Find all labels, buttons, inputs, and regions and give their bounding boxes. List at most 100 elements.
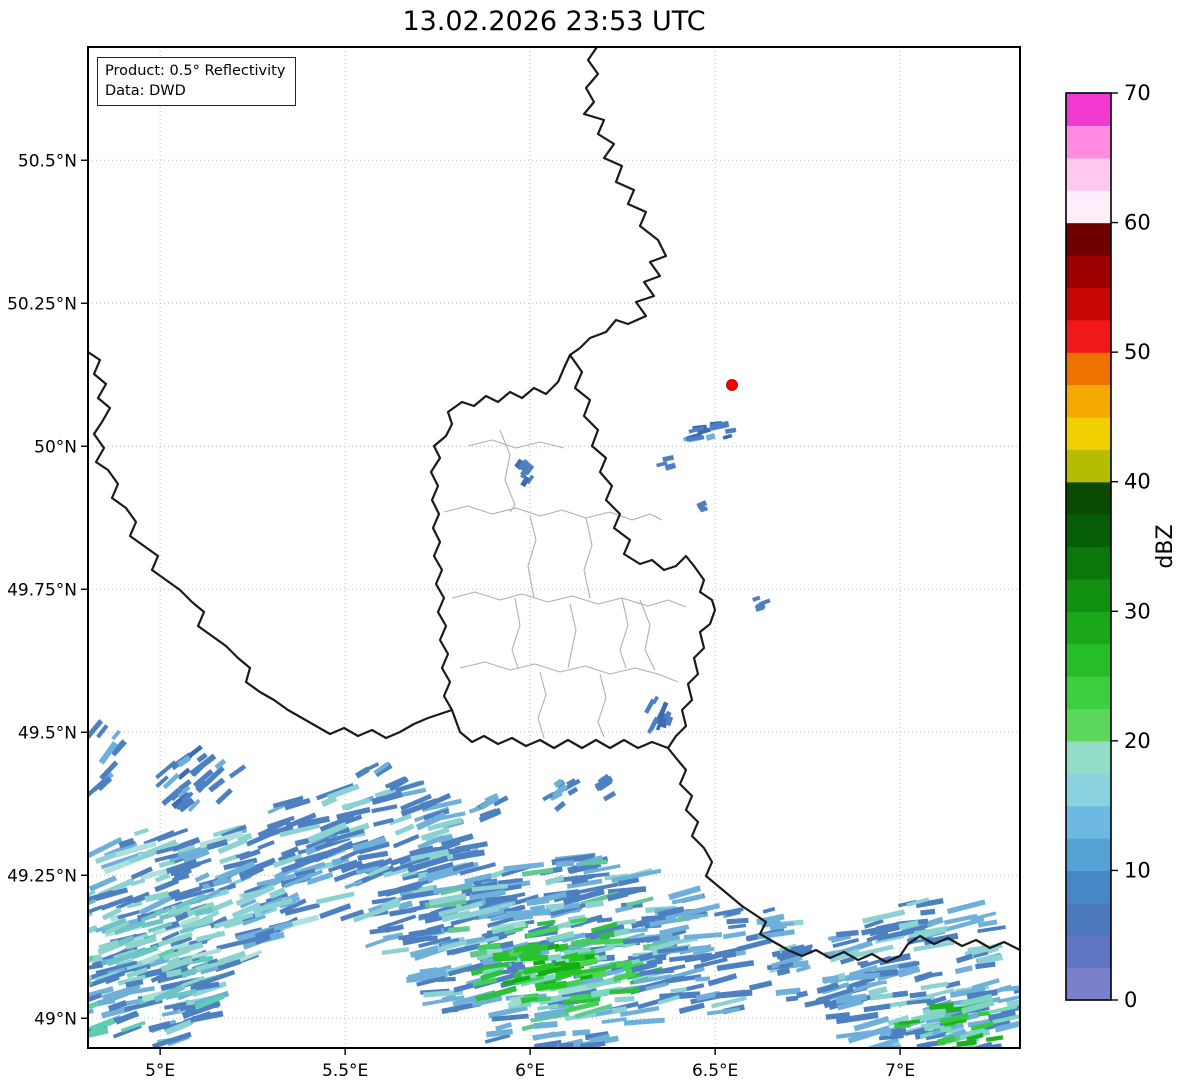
- radar-echo-streak: [130, 944, 159, 960]
- colorbar-segment: [1066, 449, 1111, 483]
- colorbar-axis-label: dBZ: [1153, 524, 1178, 568]
- y-tick-label: 49°N: [34, 1009, 77, 1029]
- colorbar-tick-label: 0: [1124, 988, 1137, 1012]
- radar-echo-streak: [192, 969, 236, 989]
- radar-echo-streak: [164, 920, 180, 931]
- radar-echo-streak: [553, 943, 569, 953]
- radar-echo-streak: [967, 1019, 992, 1028]
- radar-echo-streak: [870, 1042, 894, 1048]
- radar-echo-streak: [498, 878, 523, 885]
- radar-echo-streak: [940, 1026, 952, 1033]
- colorbar-segment: [1066, 157, 1111, 191]
- admin-border: [585, 511, 663, 521]
- radar-echo-streak: [485, 1028, 513, 1038]
- radar-echo-streak: [816, 982, 840, 994]
- radar-echo-streak: [178, 779, 192, 792]
- radar-echo-streak: [452, 861, 475, 872]
- radar-echo-streak: [822, 975, 839, 984]
- radar-echo-streak: [696, 500, 708, 509]
- radar-echo-streak: [125, 985, 155, 996]
- radar-echo-region-central-bright-green: [481, 941, 607, 992]
- radar-echo-streak: [233, 949, 263, 965]
- radar-echo-region-east-extension: [622, 885, 813, 1016]
- radar-echo-streak: [520, 973, 556, 987]
- country-border-luxembourg: [429, 353, 717, 750]
- radar-echo-streak: [493, 956, 518, 962]
- radar-echo-streak: [170, 935, 193, 948]
- radar-echo-streak: [706, 1007, 741, 1016]
- radar-echo-streak: [141, 839, 178, 858]
- radar-echo-streak: [167, 905, 191, 916]
- radar-echo-streak: [836, 998, 864, 1011]
- radar-echo-streak: [598, 931, 615, 940]
- radar-echo-streak: [357, 850, 389, 861]
- radar-echo-streak: [429, 850, 450, 861]
- radar-echo-streak: [447, 849, 485, 862]
- radar-echo-streak: [152, 1031, 192, 1048]
- radar-echo-streak: [548, 930, 575, 943]
- radar-echo-streak: [325, 828, 365, 844]
- radar-echo-streak: [223, 918, 244, 929]
- radar-echo-streak: [284, 797, 311, 811]
- radar-echo-streak: [562, 888, 605, 906]
- radar-echo-streak: [231, 901, 262, 919]
- radar-echo-streak: [107, 1000, 128, 1012]
- radar-echo-streak: [514, 458, 523, 468]
- radar-echo-streak: [728, 923, 747, 930]
- radar-echo-streak: [99, 760, 119, 781]
- radar-echo-streak: [214, 758, 227, 770]
- radar-echo-streak: [219, 854, 239, 865]
- radar-echo-streak: [130, 866, 153, 880]
- radar-echo-streak: [373, 761, 390, 775]
- admin-border: [639, 599, 656, 671]
- radar-echo-streak: [602, 790, 617, 802]
- radar-echo-streak: [729, 962, 743, 969]
- radar-echo-streak: [558, 1042, 574, 1048]
- radar-echo-streak: [514, 974, 545, 986]
- radar-echo-streak: [631, 961, 658, 973]
- radar-site-marker: [726, 379, 738, 391]
- data-source-line: Data: DWD: [105, 83, 186, 99]
- radar-echo-streak: [252, 897, 293, 914]
- radar-echo-streak: [280, 846, 300, 858]
- radar-echo-streak: [796, 990, 809, 999]
- colorbar-segment: [1066, 935, 1111, 969]
- radar-echo-region-central-left-band: [257, 780, 474, 887]
- radar-echo-streak: [456, 881, 474, 890]
- radar-echo-streak: [699, 506, 709, 513]
- radar-echo-streak: [683, 932, 723, 940]
- radar-echo-streak: [656, 461, 668, 468]
- radar-echo-streak: [722, 433, 733, 440]
- radar-echo-streak: [100, 851, 144, 870]
- radar-echo-streak: [394, 823, 415, 836]
- radar-echo-streak: [314, 840, 354, 863]
- radar-echo-streak: [453, 982, 475, 993]
- radar-echo-streak: [155, 760, 177, 780]
- radar-echo-streak: [761, 920, 781, 929]
- radar-echo-streak: [584, 1031, 609, 1041]
- y-tick-label: 49.75°N: [7, 580, 77, 600]
- radar-echo-streak: [88, 991, 91, 1005]
- radar-echo-region-patch-small-2: [542, 778, 581, 812]
- radar-echo-streak: [388, 776, 409, 792]
- radar-echo-streak: [876, 928, 915, 941]
- radar-echo-streak: [949, 986, 986, 998]
- radar-echo-streak: [721, 950, 737, 959]
- radar-echo-streak: [864, 918, 884, 929]
- radar-echo-streak: [340, 860, 364, 874]
- radar-echo-streak: [491, 1013, 529, 1022]
- radar-echo-streak: [563, 947, 591, 956]
- radar-echo-streak: [554, 800, 567, 812]
- radar-echo-streak: [649, 915, 677, 928]
- radar-echo-streak: [1000, 1002, 1020, 1014]
- colorbar-tick-label: 10: [1124, 858, 1151, 882]
- radar-echo-streak: [186, 901, 215, 917]
- radar-echo-streak: [123, 998, 163, 1013]
- radar-echo-streak: [237, 832, 253, 843]
- radar-echo-streak: [362, 762, 380, 774]
- radar-echo-streak: [111, 729, 121, 741]
- colorbar-segment: [1066, 319, 1111, 353]
- radar-echo-streak: [520, 475, 531, 488]
- radar-echo-streak: [975, 961, 996, 970]
